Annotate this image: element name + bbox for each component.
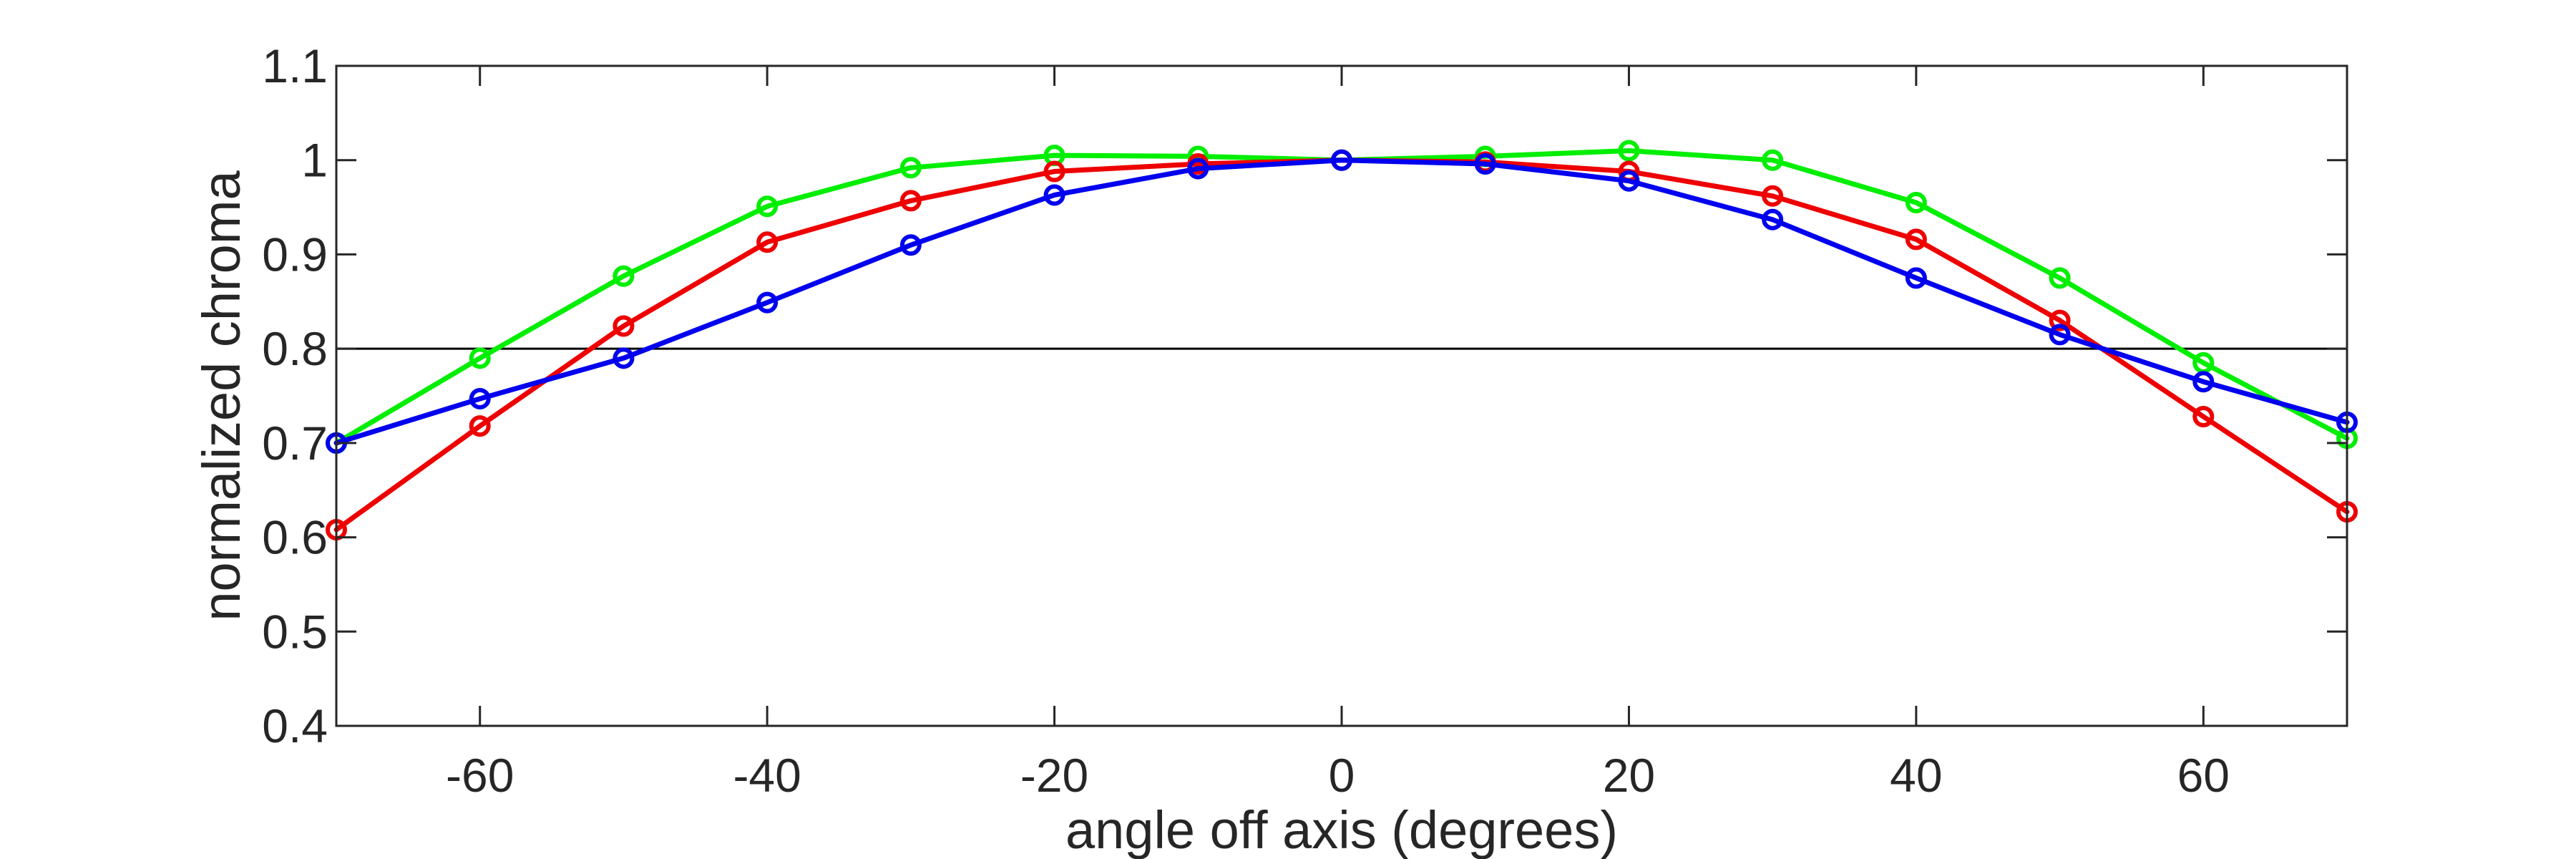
data-point [1331, 149, 1352, 171]
x-tick-label: -40 [733, 749, 801, 802]
data-point [469, 415, 491, 437]
data-point [1043, 160, 1065, 183]
data-point [1618, 140, 1640, 162]
x-tick-label: 60 [2177, 749, 2230, 802]
data-point [613, 347, 635, 369]
data-point [1187, 157, 1209, 180]
tick-layer: -60 -40 -20 0 20 40 60 0.4 0.5 0.6 0.7 0.8 0.9 1 1.1 [262, 39, 2347, 802]
y-tick-label: 0.9 [262, 228, 328, 281]
data-point [1474, 152, 1496, 175]
data-point [756, 291, 779, 314]
data-point [613, 315, 635, 337]
data-point [1905, 228, 1927, 251]
y-tick-label: 0.6 [262, 511, 328, 564]
x-tick-label: 20 [1603, 749, 1655, 802]
data-point [899, 190, 922, 212]
y-tick-label: 1 [301, 134, 328, 187]
data-point [899, 157, 922, 179]
y-tick-label: 1.1 [262, 39, 328, 92]
y-tick-label: 0.7 [262, 417, 328, 470]
data-point [2192, 371, 2215, 393]
data-point [1762, 208, 1784, 230]
series-layer [326, 140, 2358, 541]
y-tick-label: 0.4 [262, 699, 328, 752]
data-point [1762, 185, 1784, 207]
data-point [756, 231, 779, 253]
data-point [469, 347, 491, 369]
x-tick-label: -20 [1020, 749, 1088, 802]
data-point [613, 265, 635, 287]
data-point [2049, 267, 2071, 289]
x-tick-label: 40 [1890, 749, 1942, 802]
data-point [1762, 149, 1784, 171]
y-tick-label: 0.8 [262, 322, 328, 375]
x-tick-label: -60 [446, 749, 514, 802]
plot-background [336, 66, 2347, 726]
data-point [1905, 191, 1927, 213]
data-point [2049, 324, 2071, 346]
data-point [1618, 170, 1640, 192]
data-point [1043, 184, 1065, 206]
series-line [333, 157, 2350, 446]
data-point [2192, 405, 2215, 427]
data-point [756, 195, 779, 218]
x-axis-label: angle off axis (degrees) [1065, 800, 1618, 859]
data-point [1905, 267, 1927, 289]
y-tick-label: 0.5 [262, 605, 328, 658]
data-point [469, 387, 491, 409]
x-tick-label: 0 [1329, 749, 1355, 802]
y-axis-label: normalized chroma [192, 170, 251, 621]
data-point [2049, 309, 2071, 331]
data-point [899, 234, 922, 256]
